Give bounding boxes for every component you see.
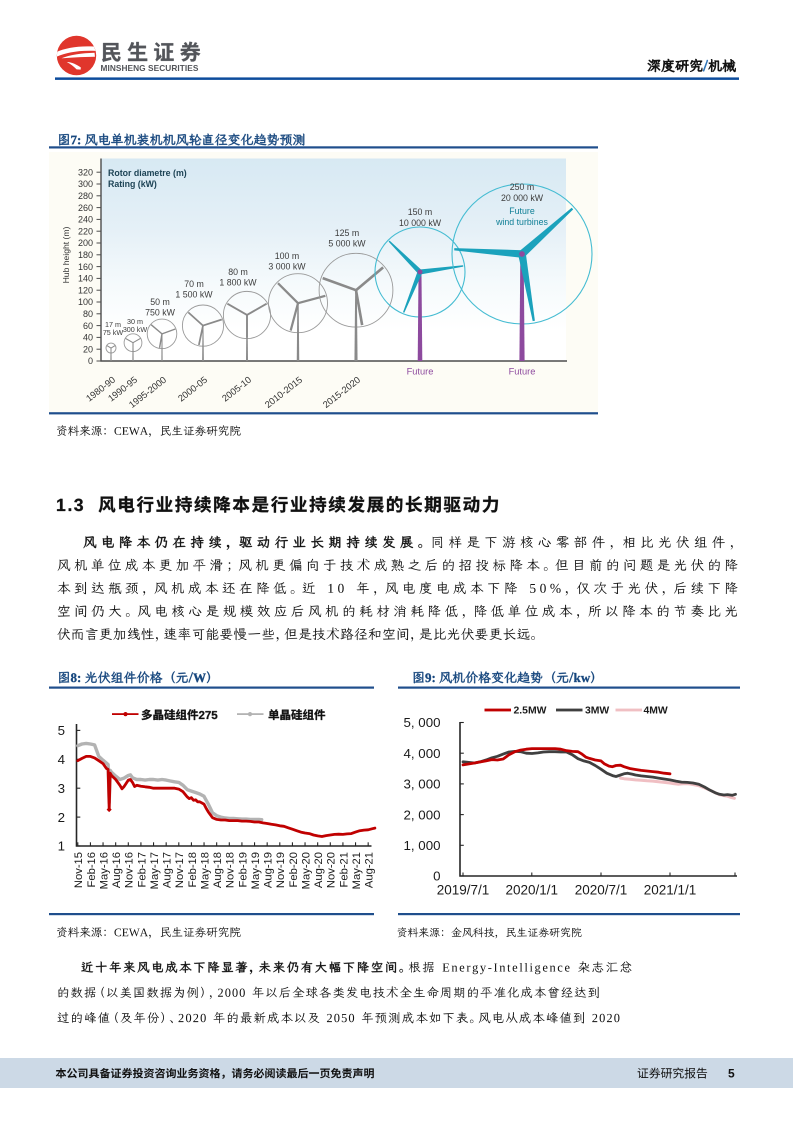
svg-text:Feb-20: Feb-20 bbox=[288, 852, 300, 887]
svg-text:2.5MW: 2.5MW bbox=[514, 706, 547, 717]
svg-text:70 m: 70 m bbox=[184, 279, 204, 289]
svg-text:5 000 kW: 5 000 kW bbox=[328, 239, 366, 249]
svg-text:140: 140 bbox=[78, 274, 93, 284]
svg-text:4: 4 bbox=[58, 752, 65, 767]
svg-text:150 m: 150 m bbox=[408, 207, 432, 217]
svg-text:20: 20 bbox=[83, 344, 93, 354]
svg-text:Aug-21: Aug-21 bbox=[364, 852, 376, 888]
svg-text:220: 220 bbox=[78, 226, 93, 236]
svg-text:May-20: May-20 bbox=[300, 852, 312, 889]
svg-text:180: 180 bbox=[78, 250, 93, 260]
svg-text:Feb-21: Feb-21 bbox=[338, 852, 350, 887]
svg-text:Future: Future bbox=[509, 206, 535, 216]
svg-text:2, 000: 2, 000 bbox=[404, 807, 441, 822]
svg-text:Rating (kW): Rating (kW) bbox=[108, 179, 157, 189]
svg-text:3 000 kW: 3 000 kW bbox=[268, 262, 306, 272]
svg-text:100: 100 bbox=[78, 297, 93, 307]
svg-text:10 000 kW: 10 000 kW bbox=[399, 218, 442, 228]
svg-text:1 800 kW: 1 800 kW bbox=[219, 278, 257, 288]
svg-text:Future: Future bbox=[407, 367, 434, 377]
svg-text:Aug-20: Aug-20 bbox=[313, 852, 325, 888]
svg-text:2020/7/1: 2020/7/1 bbox=[575, 883, 628, 898]
svg-text:2020/1/1: 2020/1/1 bbox=[506, 883, 559, 898]
svg-text:2021/1/1: 2021/1/1 bbox=[644, 883, 697, 898]
svg-text:Feb-16: Feb-16 bbox=[86, 852, 98, 887]
svg-text:125 m: 125 m bbox=[335, 228, 359, 238]
svg-text:Feb-19: Feb-19 bbox=[237, 852, 249, 887]
svg-text:May-19: May-19 bbox=[250, 852, 262, 889]
svg-text:Nov-17: Nov-17 bbox=[174, 852, 186, 888]
svg-text:60: 60 bbox=[83, 321, 93, 331]
svg-text:300 kW: 300 kW bbox=[123, 325, 148, 334]
svg-text:300: 300 bbox=[78, 179, 93, 189]
svg-text:750 kW: 750 kW bbox=[145, 308, 176, 318]
svg-text:Feb-18: Feb-18 bbox=[187, 852, 199, 887]
svg-text:50 m: 50 m bbox=[150, 297, 170, 307]
svg-text:5, 000: 5, 000 bbox=[404, 715, 441, 730]
svg-text:5: 5 bbox=[728, 1067, 735, 1081]
svg-text:Nov-15: Nov-15 bbox=[73, 852, 85, 888]
svg-text:320: 320 bbox=[78, 167, 93, 177]
svg-text:1: 1 bbox=[58, 839, 65, 854]
svg-text:17 m: 17 m bbox=[105, 320, 121, 329]
svg-text:240: 240 bbox=[78, 215, 93, 225]
svg-text:wind turbines: wind turbines bbox=[495, 217, 548, 227]
svg-text:80: 80 bbox=[83, 309, 93, 319]
svg-text:May-17: May-17 bbox=[149, 852, 161, 889]
svg-text:Rotor diametre (m): Rotor diametre (m) bbox=[108, 168, 187, 178]
svg-text:250 m: 250 m bbox=[510, 182, 534, 192]
svg-text:120: 120 bbox=[78, 285, 93, 295]
svg-text:3, 000: 3, 000 bbox=[404, 777, 441, 792]
svg-text:260: 260 bbox=[78, 203, 93, 213]
svg-text:4MW: 4MW bbox=[644, 706, 668, 717]
svg-text:Aug-16: Aug-16 bbox=[111, 852, 123, 888]
svg-text:30 m: 30 m bbox=[127, 317, 143, 326]
svg-text:280: 280 bbox=[78, 191, 93, 201]
svg-text:Nov-19: Nov-19 bbox=[275, 852, 287, 888]
svg-text:Nov-16: Nov-16 bbox=[124, 852, 136, 888]
svg-text:May-21: May-21 bbox=[351, 852, 363, 889]
svg-text:100 m: 100 m bbox=[275, 251, 299, 261]
svg-text:Aug-17: Aug-17 bbox=[162, 852, 174, 888]
svg-text:4, 000: 4, 000 bbox=[404, 746, 441, 761]
svg-text:2: 2 bbox=[58, 810, 65, 825]
svg-text:20 000 kW: 20 000 kW bbox=[501, 193, 544, 203]
svg-text:80 m: 80 m bbox=[228, 267, 248, 277]
svg-text:May-18: May-18 bbox=[199, 852, 211, 889]
svg-text:75 kW: 75 kW bbox=[103, 328, 124, 337]
svg-text:160: 160 bbox=[78, 262, 93, 272]
svg-text:Nov-20: Nov-20 bbox=[326, 852, 338, 888]
svg-text:200: 200 bbox=[78, 238, 93, 248]
svg-text:Aug-19: Aug-19 bbox=[263, 852, 275, 888]
svg-text:3MW: 3MW bbox=[585, 706, 609, 717]
svg-text:0: 0 bbox=[88, 356, 93, 366]
svg-text:Future: Future bbox=[509, 367, 536, 377]
svg-text:3: 3 bbox=[58, 781, 65, 796]
svg-text:Feb-17: Feb-17 bbox=[136, 852, 148, 887]
svg-text:40: 40 bbox=[83, 333, 93, 343]
svg-text:Nov-18: Nov-18 bbox=[225, 852, 237, 888]
svg-text:1, 000: 1, 000 bbox=[404, 838, 441, 853]
svg-text:0: 0 bbox=[433, 869, 440, 884]
svg-text:Hub height (m): Hub height (m) bbox=[61, 226, 71, 283]
svg-text:May-16: May-16 bbox=[98, 852, 110, 889]
svg-text:Aug-18: Aug-18 bbox=[212, 852, 224, 888]
svg-text:5: 5 bbox=[58, 723, 65, 738]
svg-text:2019/7/1: 2019/7/1 bbox=[437, 883, 490, 898]
svg-text:MINSHENG SECURITIES: MINSHENG SECURITIES bbox=[101, 63, 199, 73]
svg-text:1 500 kW: 1 500 kW bbox=[175, 290, 213, 300]
